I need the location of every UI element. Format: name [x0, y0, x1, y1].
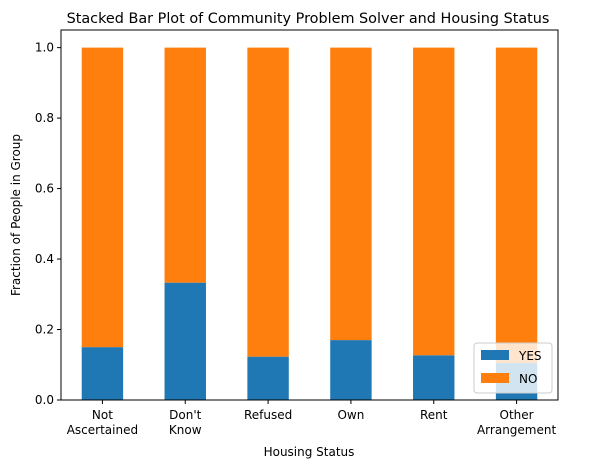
- bar-no-5: [495, 47, 538, 364]
- y-tick-label-2: 0.4: [35, 252, 54, 266]
- x-axis-label: Housing Status: [264, 445, 355, 459]
- chart-title: Stacked Bar Plot of Community Problem So…: [67, 11, 550, 27]
- legend-label-yes: YES: [518, 349, 542, 363]
- bar-no-3: [330, 47, 372, 341]
- y-tick-label-4: 0.8: [35, 111, 54, 125]
- legend-label-no: NO: [519, 372, 537, 386]
- bar-no-2: [247, 47, 289, 357]
- bar-yes-3: [330, 340, 372, 400]
- y-axis-label: Fraction of People in Group: [9, 134, 23, 296]
- y-tick-label-1: 0.2: [35, 323, 54, 337]
- y-tick-label-0: 0.0: [35, 393, 54, 407]
- x-tick-label-0: Not Ascertained: [67, 408, 138, 437]
- bar-no-1: [164, 47, 206, 283]
- bar-yes-4: [413, 355, 455, 400]
- legend-swatch-no: [481, 373, 509, 383]
- bar-yes-2: [247, 356, 289, 400]
- legend: YES NO: [473, 342, 553, 394]
- x-axis: Not Ascertained Don't Know Refused Own Rent Oth…: [67, 400, 557, 437]
- y-axis: 0.0 0.2 0.4 0.6 0.8 1.0: [35, 41, 61, 407]
- bar-yes-1: [164, 282, 206, 400]
- y-tick-label-5: 1.0: [35, 41, 54, 55]
- x-tick-label-3: Own: [337, 408, 364, 422]
- x-tick-label-2: Refused: [244, 408, 292, 422]
- legend-swatch-yes: [481, 350, 509, 360]
- bar-no-4: [413, 47, 455, 356]
- y-tick-label-3: 0.6: [35, 182, 54, 196]
- plot-frame: [60, 29, 559, 401]
- bars-group: [81, 47, 538, 400]
- bar-yes-0: [81, 347, 124, 400]
- x-tick-label-4: Rent: [420, 408, 448, 422]
- bar-no-0: [81, 47, 124, 348]
- x-tick-label-5: Other Arrangement: [477, 408, 557, 437]
- x-tick-label-1: Don't Know: [169, 408, 202, 437]
